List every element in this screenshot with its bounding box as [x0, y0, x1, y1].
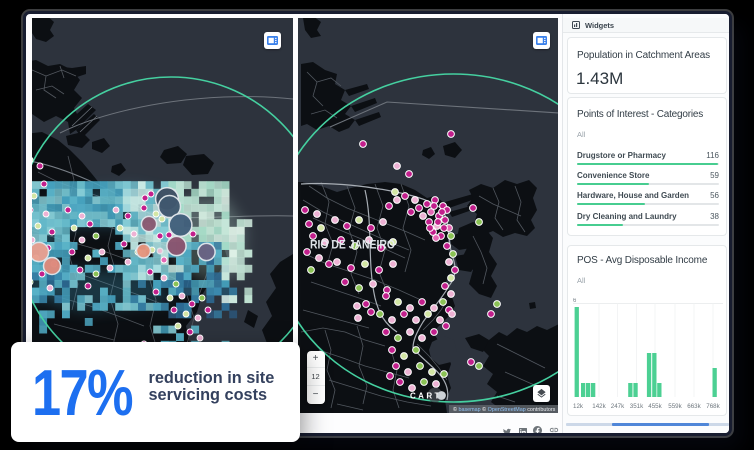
svg-text:663k: 663k: [687, 403, 701, 410]
svg-text:559k: 559k: [668, 403, 682, 410]
svg-text:768k: 768k: [706, 403, 720, 410]
svg-text:455k: 455k: [648, 403, 662, 410]
svg-text:247k: 247k: [611, 403, 625, 410]
svg-text:CART: CART: [410, 392, 442, 401]
svg-text:© basemap © OpenStreetMap cont: © basemap © OpenStreetMap contributors: [453, 406, 556, 413]
svg-text:351k: 351k: [630, 403, 644, 410]
svg-text:142k: 142k: [592, 403, 606, 410]
svg-text:RIO DE JANEIRO: RIO DE JANEIRO: [310, 238, 395, 252]
svg-text:6: 6: [573, 298, 577, 304]
svg-text:12k: 12k: [573, 403, 584, 410]
